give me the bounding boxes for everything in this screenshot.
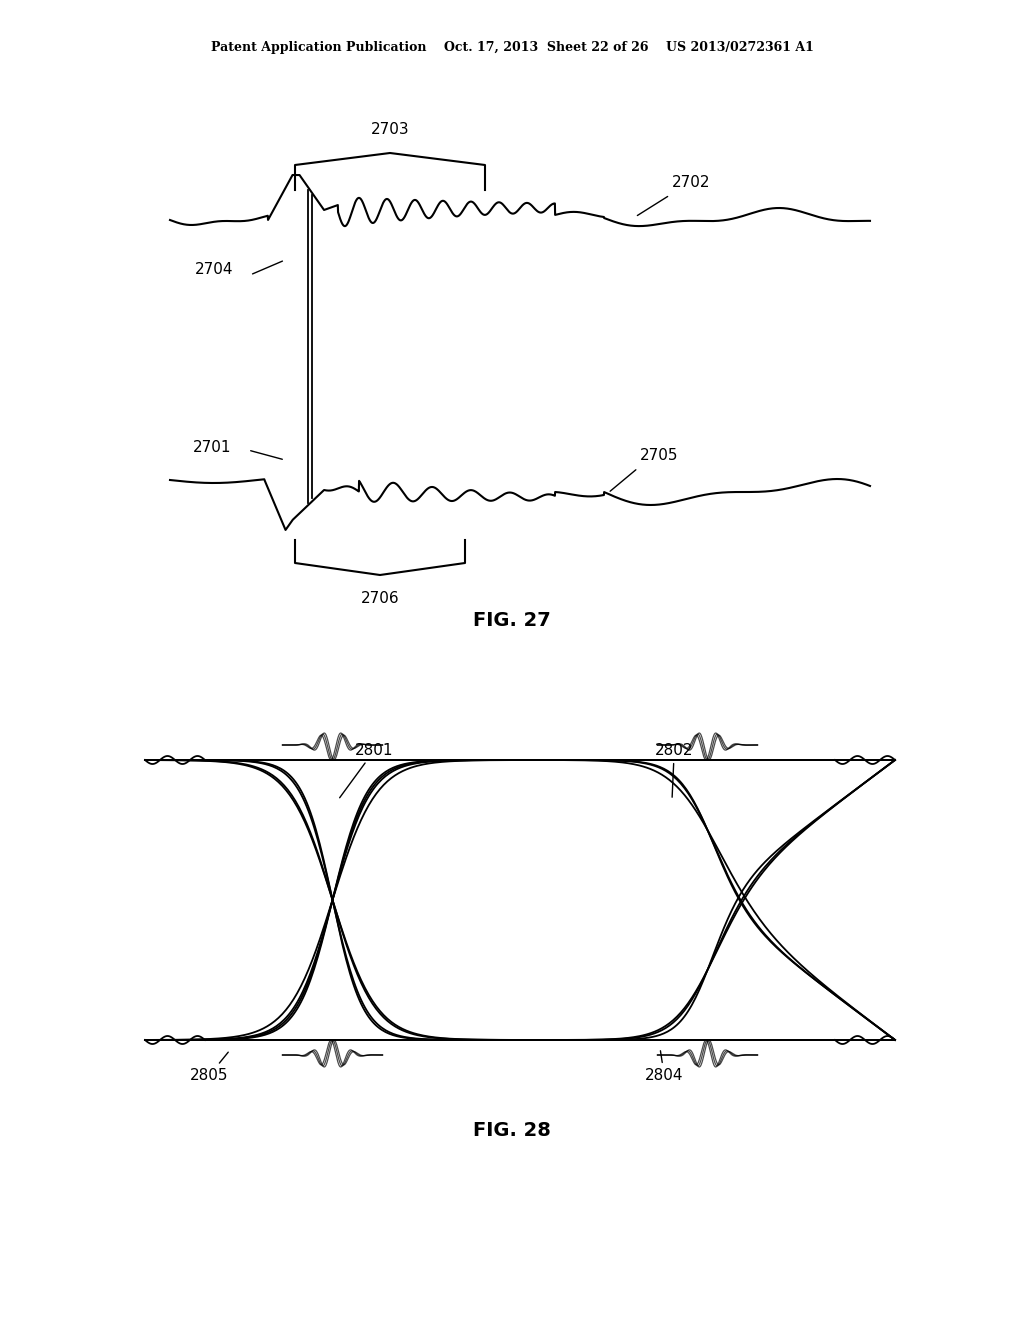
Text: FIG. 28: FIG. 28: [473, 1121, 551, 1139]
Text: 2705: 2705: [640, 447, 679, 463]
Text: 2704: 2704: [195, 263, 233, 277]
Text: 2802: 2802: [655, 743, 693, 797]
Text: 2702: 2702: [672, 176, 711, 190]
Text: 2706: 2706: [360, 591, 399, 606]
Text: Patent Application Publication    Oct. 17, 2013  Sheet 22 of 26    US 2013/02723: Patent Application Publication Oct. 17, …: [211, 41, 813, 54]
Text: 2701: 2701: [193, 441, 231, 455]
Text: 2801: 2801: [340, 743, 393, 797]
Text: FIG. 27: FIG. 27: [473, 610, 551, 630]
Text: 2804: 2804: [645, 1051, 683, 1082]
Text: 2805: 2805: [190, 1052, 228, 1082]
Text: 2703: 2703: [371, 121, 410, 137]
